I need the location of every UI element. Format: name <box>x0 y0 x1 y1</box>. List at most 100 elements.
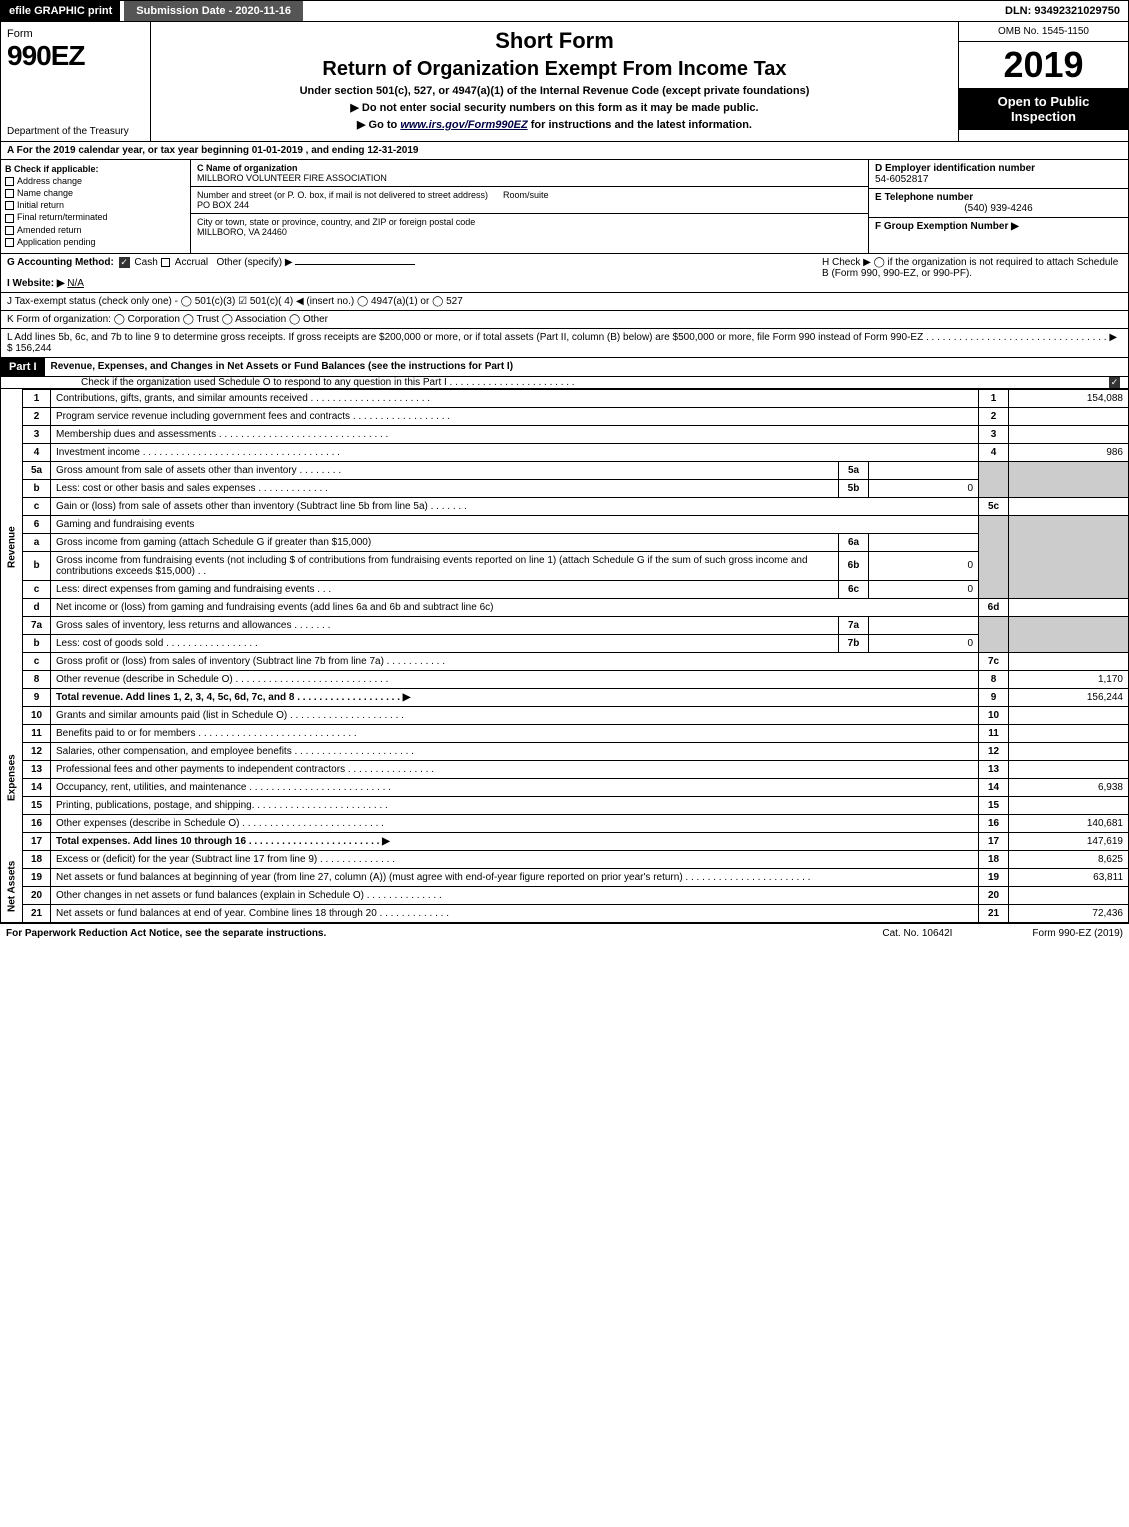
amt9: 156,244 <box>1009 688 1129 706</box>
samt5a <box>869 461 979 479</box>
ln18: 18 <box>979 850 1009 868</box>
n13: 13 <box>23 760 51 778</box>
ln20: 20 <box>979 886 1009 904</box>
n1: 1 <box>23 389 51 407</box>
d6d: Net income or (loss) from gaming and fun… <box>51 598 979 616</box>
samt6b: 0 <box>869 551 979 580</box>
tax-year: 2019 <box>959 42 1128 88</box>
d7b: Less: cost of goods sold . . . . . . . .… <box>51 634 839 652</box>
n20: 20 <box>23 886 51 904</box>
d6: Gaming and fundraising events <box>51 515 979 533</box>
d14: Occupancy, rent, utilities, and maintena… <box>51 778 979 796</box>
group-label: F Group Exemption Number ▶ <box>875 221 1019 232</box>
n16: 16 <box>23 814 51 832</box>
samt7a <box>869 616 979 634</box>
accrual-checkbox[interactable] <box>161 258 170 267</box>
n7c: c <box>23 652 51 670</box>
check-initial-return[interactable]: Initial return <box>5 200 186 210</box>
d10: Grants and similar amounts paid (list in… <box>51 706 979 724</box>
part1-label: Part I <box>1 358 45 376</box>
amt19: 63,811 <box>1009 868 1129 886</box>
samt5b: 0 <box>869 479 979 497</box>
ln11: 11 <box>979 724 1009 742</box>
expenses-label: Expenses <box>1 706 23 850</box>
amt3 <box>1009 425 1129 443</box>
amt15 <box>1009 796 1129 814</box>
samt7b: 0 <box>869 634 979 652</box>
open-inspection: Open to Public Inspection <box>959 88 1128 130</box>
part1-check-text: Check if the organization used Schedule … <box>1 377 1107 388</box>
n14: 14 <box>23 778 51 796</box>
d2: Program service revenue including govern… <box>51 407 979 425</box>
check-address-change[interactable]: Address change <box>5 176 186 186</box>
check-final-return[interactable]: Final return/terminated <box>5 212 186 222</box>
amt6d <box>1009 598 1129 616</box>
ln14: 14 <box>979 778 1009 796</box>
part1-checkbox[interactable]: ✓ <box>1109 377 1120 388</box>
netassets-label: Net Assets <box>1 850 23 922</box>
d12: Salaries, other compensation, and employ… <box>51 742 979 760</box>
return-title: Return of Organization Exempt From Incom… <box>163 58 946 81</box>
header-right: OMB No. 1545-1150 2019 Open to Public In… <box>958 22 1128 141</box>
amt1: 154,088 <box>1009 389 1129 407</box>
org-info-block: B Check if applicable: Address change Na… <box>0 160 1129 254</box>
org-name-label: C Name of organization <box>197 163 862 173</box>
grey6b <box>1009 515 1129 598</box>
n11: 11 <box>23 724 51 742</box>
box-c: C Name of organization MILLBORO VOLUNTEE… <box>191 160 868 253</box>
n6a: a <box>23 533 51 551</box>
irs-link[interactable]: www.irs.gov/Form990EZ <box>400 119 527 131</box>
form-header: Form 990EZ Department of the Treasury Sh… <box>0 22 1129 142</box>
check-amended[interactable]: Amended return <box>5 225 186 235</box>
n19: 19 <box>23 868 51 886</box>
d11: Benefits paid to or for members . . . . … <box>51 724 979 742</box>
n10: 10 <box>23 706 51 724</box>
box-b-label: B Check if applicable: <box>5 164 186 174</box>
ln9: 9 <box>979 688 1009 706</box>
grey6 <box>979 515 1009 598</box>
ln16: 16 <box>979 814 1009 832</box>
line-j: J Tax-exempt status (check only one) - ◯… <box>0 293 1129 311</box>
other-label: Other (specify) ▶ <box>216 257 292 268</box>
goto-suffix: for instructions and the latest informat… <box>531 119 752 131</box>
n15: 15 <box>23 796 51 814</box>
n6: 6 <box>23 515 51 533</box>
org-name: MILLBORO VOLUNTEER FIRE ASSOCIATION <box>197 173 862 183</box>
d7a: Gross sales of inventory, less returns a… <box>51 616 839 634</box>
d5b: Less: cost or other basis and sales expe… <box>51 479 839 497</box>
n5b: b <box>23 479 51 497</box>
ln4: 4 <box>979 443 1009 461</box>
n21: 21 <box>23 904 51 922</box>
d5c: Gain or (loss) from sale of assets other… <box>51 497 979 515</box>
line-l-text: L Add lines 5b, 6c, and 7b to line 9 to … <box>7 332 1117 354</box>
d20: Other changes in net assets or fund bala… <box>51 886 979 904</box>
sln6a: 6a <box>839 533 869 551</box>
ln6d: 6d <box>979 598 1009 616</box>
topbar: efile GRAPHIC print Submission Date - 20… <box>0 0 1129 22</box>
n8: 8 <box>23 670 51 688</box>
grey5 <box>979 461 1009 497</box>
sln5a: 5a <box>839 461 869 479</box>
d15: Printing, publications, postage, and shi… <box>51 796 979 814</box>
d8: Other revenue (describe in Schedule O) .… <box>51 670 979 688</box>
line-g: G Accounting Method: ✓ Cash Accrual Othe… <box>7 257 822 289</box>
ln13: 13 <box>979 760 1009 778</box>
box-b: B Check if applicable: Address change Na… <box>1 160 191 253</box>
efile-label[interactable]: efile GRAPHIC print <box>1 1 120 21</box>
ein-value: 54-6052817 <box>875 174 1122 185</box>
check-name-change[interactable]: Name change <box>5 188 186 198</box>
n12: 12 <box>23 742 51 760</box>
row-a-tax-year: A For the 2019 calendar year, or tax yea… <box>0 142 1129 160</box>
amt12 <box>1009 742 1129 760</box>
amt10 <box>1009 706 1129 724</box>
d5a: Gross amount from sale of assets other t… <box>51 461 839 479</box>
cash-checkbox[interactable]: ✓ <box>119 257 130 268</box>
group-row: F Group Exemption Number ▶ <box>869 218 1128 235</box>
n17: 17 <box>23 832 51 850</box>
check-pending[interactable]: Application pending <box>5 237 186 247</box>
ln15: 15 <box>979 796 1009 814</box>
accrual-label: Accrual <box>175 257 208 268</box>
n3: 3 <box>23 425 51 443</box>
amt18: 8,625 <box>1009 850 1129 868</box>
subtitle-section: Under section 501(c), 527, or 4947(a)(1)… <box>163 85 946 97</box>
